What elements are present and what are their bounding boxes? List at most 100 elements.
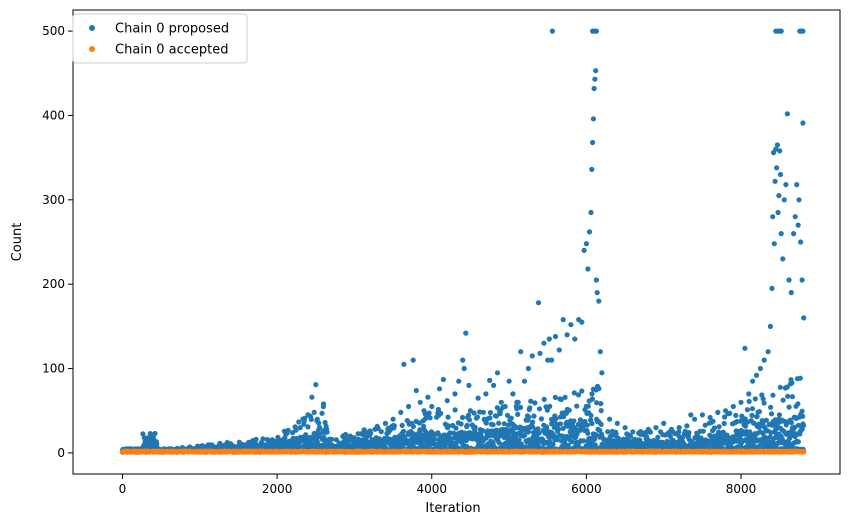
data-point-proposed	[593, 28, 600, 34]
data-point-proposed	[367, 428, 373, 434]
data-point-proposed	[800, 28, 806, 34]
data-point-proposed	[585, 430, 591, 436]
x-tick-label: 8000	[726, 482, 757, 496]
data-point-proposed	[452, 391, 458, 397]
data-point-proposed	[487, 433, 493, 439]
data-point-proposed	[516, 437, 522, 443]
data-point-proposed	[546, 336, 552, 342]
data-point-proposed	[784, 384, 790, 390]
data-point-proposed	[390, 416, 396, 422]
data-point-proposed	[508, 415, 514, 421]
data-point-proposed	[774, 165, 780, 171]
data-point-proposed	[552, 394, 558, 400]
data-point-proposed	[545, 357, 551, 363]
data-point-proposed	[466, 382, 472, 388]
data-point-proposed	[456, 378, 462, 384]
data-point-proposed	[588, 209, 594, 216]
data-point-proposed	[614, 420, 620, 426]
data-point-proposed	[800, 413, 806, 419]
data-point-proposed	[785, 393, 791, 399]
data-point-proposed	[589, 166, 595, 172]
data-point-proposed	[562, 394, 568, 400]
data-point-proposed	[305, 424, 311, 430]
data-point-proposed	[593, 432, 599, 438]
data-point-proposed	[479, 427, 486, 434]
data-point-proposed	[375, 425, 381, 431]
data-point-proposed	[328, 441, 334, 448]
data-point-proposed	[585, 266, 591, 272]
data-point-proposed	[466, 412, 472, 418]
data-point-accepted	[661, 449, 667, 455]
data-point-proposed	[768, 411, 775, 417]
data-point-accepted	[622, 449, 628, 455]
data-point-proposed	[266, 440, 272, 446]
data-point-proposed	[715, 409, 721, 415]
data-point-proposed	[506, 378, 512, 384]
data-point-accepted	[274, 449, 280, 455]
data-point-proposed	[487, 410, 493, 416]
data-point-proposed	[565, 442, 571, 448]
data-point-proposed	[560, 425, 566, 431]
data-point-proposed	[590, 116, 597, 122]
data-point-proposed	[711, 425, 718, 431]
data-point-proposed	[556, 347, 562, 353]
data-point-proposed	[251, 443, 257, 449]
data-point-proposed	[498, 399, 504, 405]
data-point-proposed	[296, 419, 302, 425]
data-point-proposed	[585, 403, 591, 409]
x-tick-label: 2000	[262, 482, 293, 496]
data-point-proposed	[558, 396, 564, 403]
data-point-proposed	[566, 407, 572, 413]
data-point-proposed	[593, 277, 600, 283]
data-point-proposed	[645, 426, 651, 432]
y-axis-label: Count	[10, 223, 25, 262]
data-point-accepted	[429, 449, 435, 455]
data-point-proposed	[786, 277, 792, 283]
data-point-proposed	[780, 256, 786, 262]
data-point-proposed	[699, 412, 706, 418]
data-point-proposed	[796, 197, 802, 203]
data-point-proposed	[772, 178, 778, 184]
data-point-proposed	[789, 394, 796, 400]
data-point-proposed	[329, 436, 335, 442]
data-point-proposed	[757, 365, 764, 372]
data-point-proposed	[305, 412, 311, 418]
data-point-proposed	[480, 409, 486, 415]
data-point-proposed	[417, 427, 423, 433]
data-point-proposed	[786, 404, 792, 410]
data-point-proposed	[750, 378, 756, 384]
data-point-proposed	[494, 370, 501, 376]
data-point-proposed	[581, 438, 587, 444]
data-point-proposed	[557, 421, 564, 427]
data-point-proposed	[765, 349, 771, 355]
data-point-accepted	[351, 449, 357, 455]
data-point-proposed	[605, 429, 611, 435]
data-point-proposed	[528, 398, 534, 404]
data-point-proposed	[463, 330, 469, 336]
data-point-proposed	[425, 394, 431, 400]
data-point-proposed	[733, 412, 739, 418]
data-point-proposed	[445, 414, 451, 420]
x-axis-ticks: 0 2000 4000 6000 8000	[119, 474, 757, 496]
data-point-proposed	[564, 332, 570, 338]
data-point-proposed	[322, 419, 328, 426]
data-point-proposed	[522, 432, 528, 438]
data-point-proposed	[596, 298, 602, 304]
data-point-proposed	[627, 433, 634, 439]
data-point-proposed	[150, 435, 156, 441]
data-point-accepted	[699, 449, 706, 455]
data-point-proposed	[799, 408, 805, 414]
data-point-proposed	[592, 76, 598, 82]
data-point-proposed	[769, 285, 775, 291]
data-point-proposed	[453, 439, 460, 445]
data-point-proposed	[541, 396, 547, 402]
data-point-proposed	[775, 209, 781, 216]
data-point-proposed	[336, 440, 342, 446]
data-point-proposed	[525, 429, 532, 435]
data-point-proposed	[599, 370, 605, 376]
data-point-proposed	[594, 290, 600, 296]
data-point-proposed	[398, 409, 404, 415]
data-point-proposed	[359, 431, 365, 437]
data-point-proposed	[406, 403, 412, 410]
